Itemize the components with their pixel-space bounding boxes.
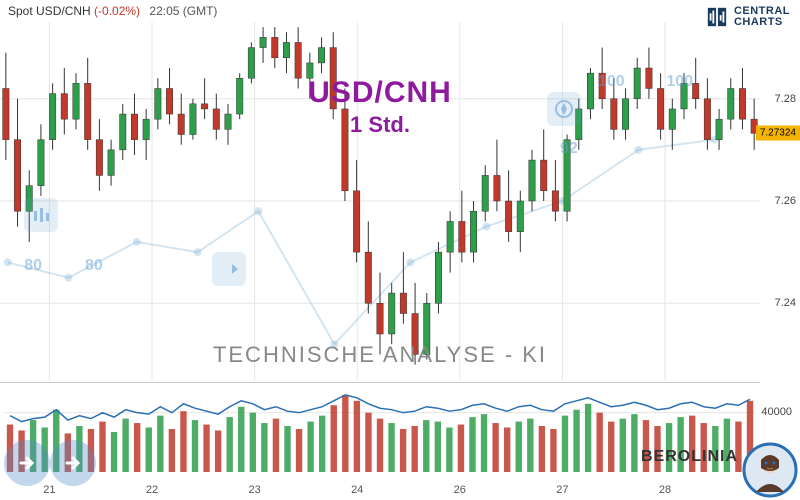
nav-prev-button[interactable] <box>4 440 50 486</box>
arrow-right-icon <box>61 451 85 475</box>
ytick: 7.26 <box>775 195 796 207</box>
wm-number: 100 <box>666 73 693 91</box>
x-axis: 21 22 23 24 26 27 28 <box>0 484 760 498</box>
xtick: 24 <box>351 484 363 496</box>
main-y-axis: 7.247.267.287.27324 <box>760 22 800 380</box>
xtick: 27 <box>556 484 568 496</box>
instrument-name: Spot USD/CNH <box>8 4 91 18</box>
pct-change: (-0.02%) <box>94 4 140 18</box>
centralcharts-logo: CENTRAL CHARTS <box>706 6 790 28</box>
arrow-right-icon <box>15 451 39 475</box>
logo-icon <box>706 6 728 28</box>
xtick: 21 <box>43 484 55 496</box>
berolinia-brand: BEROLINIA <box>641 448 738 466</box>
logo-text-2: CHARTS <box>734 17 790 28</box>
chart-header: Spot USD/CNH (-0.02%) 22:05 (GMT) <box>8 4 217 18</box>
xtick: 22 <box>146 484 158 496</box>
wm-number: 80 <box>24 257 42 275</box>
wm-badge-candles <box>24 198 58 232</box>
current-price-tag: 7.27324 <box>756 126 800 141</box>
wm-number: 80 <box>85 257 103 275</box>
xtick: 28 <box>659 484 671 496</box>
ytick: 7.28 <box>775 93 796 105</box>
sub-ytick: 40000 <box>761 406 792 418</box>
xtick: 26 <box>454 484 466 496</box>
avatar-icon[interactable] <box>742 442 798 498</box>
ytick: 7.24 <box>775 297 796 309</box>
timestamp: 22:05 (GMT) <box>149 4 217 18</box>
xtick: 23 <box>248 484 260 496</box>
nav-next-button[interactable] <box>50 440 96 486</box>
wm-badge-compass <box>547 92 581 126</box>
wm-number: 100 <box>598 73 625 91</box>
main-candlestick-chart[interactable] <box>0 22 760 380</box>
wm-number: 92 <box>560 140 578 158</box>
wm-badge-arrow <box>212 252 246 286</box>
